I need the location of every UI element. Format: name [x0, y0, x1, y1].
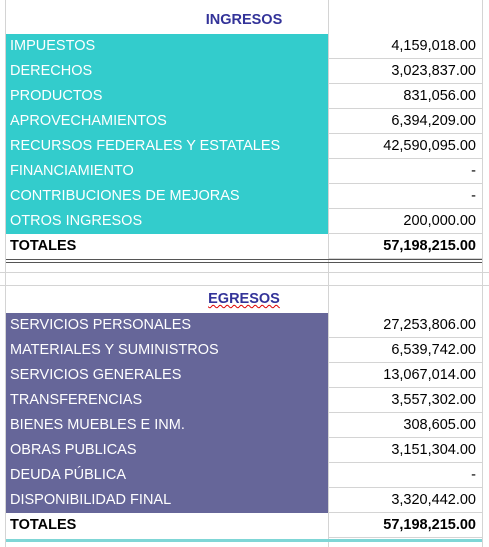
row-value: 27,253,806.00 — [328, 313, 482, 338]
section-title: EGRESOS — [6, 287, 482, 312]
row-value: 3,023,837.00 — [328, 59, 482, 84]
row-label: RECURSOS FEDERALES Y ESTATALES — [6, 134, 328, 159]
total-label: TOTALES — [10, 238, 77, 254]
double-border — [6, 259, 482, 263]
grid-line — [0, 272, 489, 273]
row-label: BIENES MUEBLES E INM. — [6, 413, 328, 438]
grid-line — [328, 0, 329, 547]
row-value: 4,159,018.00 — [328, 34, 482, 59]
row-value: 200,000.00 — [328, 209, 482, 234]
spell-check: EGRESOS — [208, 291, 280, 307]
row-value: - — [328, 463, 482, 488]
row-value: 6,539,742.00 — [328, 338, 482, 363]
row-label: DISPONIBILIDAD FINAL — [6, 488, 328, 513]
row-label: DERECHOS — [6, 59, 328, 84]
grid-line — [482, 0, 483, 547]
row-value: 308,605.00 — [328, 413, 482, 438]
bottom-border — [6, 539, 482, 542]
row-value: 6,394,209.00 — [328, 109, 482, 134]
row-value: 831,056.00 — [328, 84, 482, 109]
row-label: FINANCIAMIENTO — [6, 159, 328, 184]
row-label: PRODUCTOS — [6, 84, 328, 109]
row-value: 3,151,304.00 — [328, 438, 482, 463]
row-label: DEUDA PÚBLICA — [6, 463, 328, 488]
section-title: INGRESOS — [205, 12, 283, 28]
row-value: - — [328, 184, 482, 209]
row-value: 13,067,014.00 — [328, 363, 482, 388]
grid-line — [0, 285, 489, 286]
total-label: TOTALES — [10, 517, 77, 533]
row-label: SERVICIOS PERSONALES — [6, 313, 328, 338]
row-label: CONTRIBUCIONES DE MEJORAS — [6, 184, 328, 209]
row-label: IMPUESTOS — [6, 34, 328, 59]
total-value: 57,198,215.00 — [328, 513, 482, 538]
row-value: 42,590,095.00 — [328, 134, 482, 159]
row-value: 3,557,302.00 — [328, 388, 482, 413]
row-label: TRANSFERENCIAS — [6, 388, 328, 413]
grid-line — [5, 0, 6, 547]
row-label: SERVICIOS GENERALES — [6, 363, 328, 388]
row-label: MATERIALES Y SUMINISTROS — [6, 338, 328, 363]
total-value: 57,198,215.00 — [328, 234, 482, 259]
row-value: 3,320,442.00 — [328, 488, 482, 513]
row-label: OBRAS PUBLICAS — [6, 438, 328, 463]
row-label: OTROS INGRESOS — [6, 209, 328, 234]
row-label: APROVECHAMIENTOS — [6, 109, 328, 134]
row-value: - — [328, 159, 482, 184]
